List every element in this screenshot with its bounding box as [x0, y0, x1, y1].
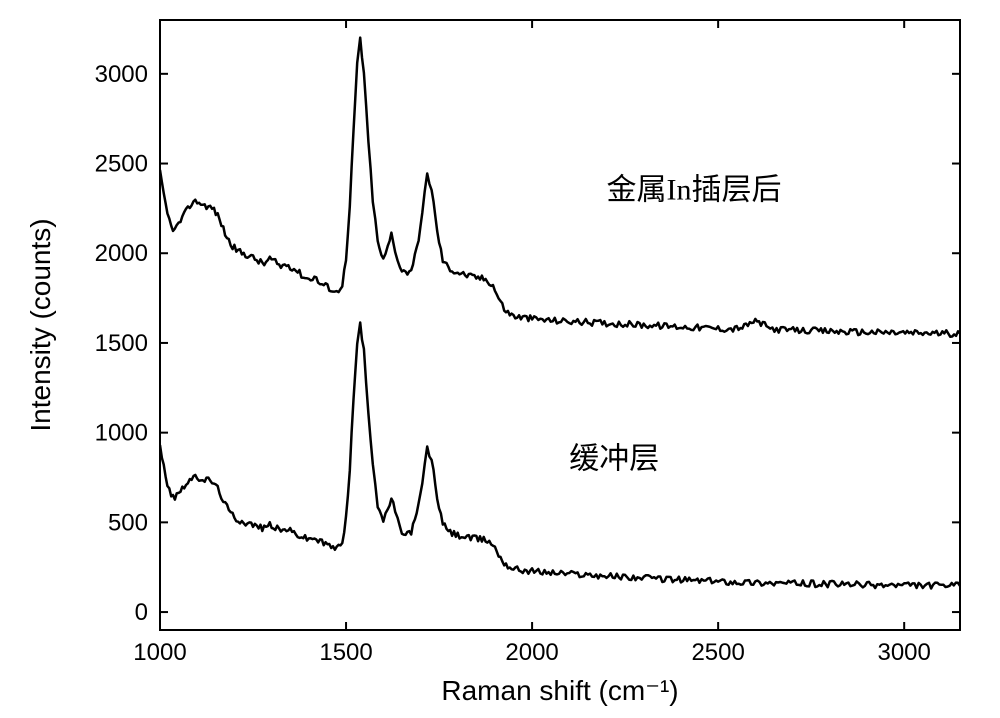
x-tick-label: 1000 — [133, 639, 186, 666]
y-tick-label: 1000 — [95, 420, 148, 447]
x-tick-label: 1500 — [319, 639, 372, 666]
y-tick-label: 3000 — [95, 61, 148, 88]
x-tick-label: 2500 — [691, 639, 744, 666]
chart-svg: 1000 1500 2000 2500 3000 0 500 1000 1500 2000 2500… — [0, 0, 1000, 718]
x-tick-label: 2000 — [505, 639, 558, 666]
y-tick-label: 500 — [108, 509, 148, 536]
y-tick-label: 1500 — [95, 330, 148, 357]
y-tick-label: 2000 — [95, 240, 148, 267]
y-tick-label: 0 — [135, 599, 148, 626]
y-axis-label: Intensity (counts) — [25, 218, 56, 431]
chart-bg — [0, 0, 1000, 718]
y-tick-label: 2500 — [95, 151, 148, 178]
x-axis-label: Raman shift (cm⁻¹) — [441, 675, 678, 706]
series-label-after-metal-In-intercalation: 金属In插层后 — [607, 173, 782, 206]
series-label-buffer-layer: 缓冲层 — [569, 443, 659, 476]
x-tick-label: 3000 — [877, 639, 930, 666]
raman-chart: 1000 1500 2000 2500 3000 0 500 1000 1500 2000 2500… — [0, 0, 1000, 718]
